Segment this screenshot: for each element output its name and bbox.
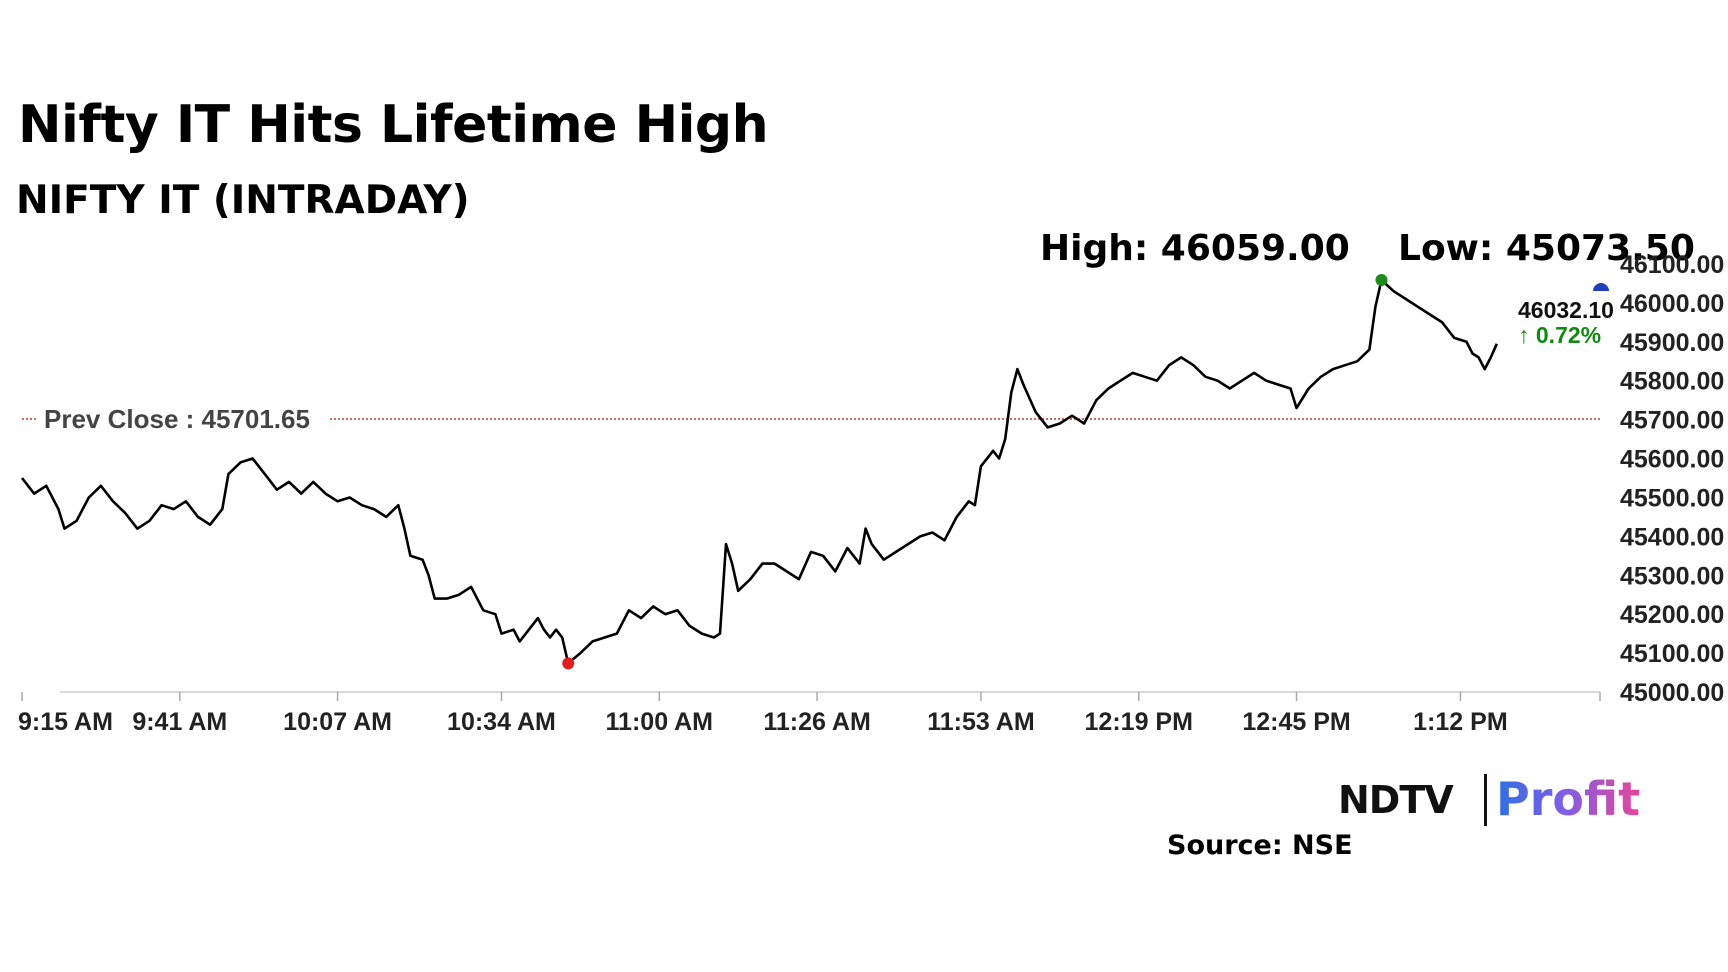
x-tick-label: 1:12 PM (1413, 708, 1507, 736)
prev-close-label: Prev Close : 45701.65 (44, 404, 310, 434)
y-tick-label: 45400.00 (1620, 523, 1724, 551)
last-price-label: 46032.10 (1518, 297, 1614, 323)
x-tick-label: 10:34 AM (447, 708, 556, 736)
x-tick-label: 12:45 PM (1242, 708, 1350, 736)
chart-subtitle: NIFTY IT (INTRADAY) (16, 178, 470, 223)
x-tick-label: 11:53 AM (927, 708, 1034, 736)
x-tick-label: 12:19 PM (1085, 708, 1193, 736)
y-tick-label: 45300.00 (1620, 562, 1724, 590)
x-axis: 9:15 AM 9:41 AM 10:07 AM 10:34 AM 11:00 AM 11… (18, 691, 1601, 736)
x-tick-label: 11:26 AM (763, 708, 870, 736)
change-label: ↑ 0.72% (1518, 322, 1601, 348)
y-axis: 45000.00 45100.00 45200.00 45300.00 45400.00… (1620, 251, 1724, 707)
x-tick-label: 10:07 AM (283, 708, 392, 736)
last-price-marker (1593, 283, 1609, 291)
markers: 46032.10↑ 0.72% (562, 273, 1614, 670)
price-line (20, 278, 1498, 665)
y-tick-label: 45600.00 (1620, 446, 1724, 474)
x-tick-label: 9:15 AM (18, 708, 113, 736)
low-marker (562, 657, 575, 670)
price-series (20, 278, 1498, 665)
x-tick-label: 9:41 AM (132, 708, 227, 736)
source-label: Source: NSE (1167, 830, 1353, 861)
page-title: Nifty IT Hits Lifetime High (18, 95, 769, 155)
x-tick-label: 11:00 AM (606, 708, 713, 736)
y-tick-label: 46100.00 (1620, 251, 1724, 279)
y-tick-label: 45200.00 (1620, 601, 1724, 629)
high-label: High: 46059.00 (1040, 228, 1350, 269)
y-tick-label: 45500.00 (1620, 484, 1724, 512)
y-tick-label: 45700.00 (1620, 407, 1724, 435)
y-tick-label: 46000.00 (1620, 290, 1724, 318)
y-tick-label: 45000.00 (1620, 679, 1724, 707)
logo-ndtv-text: NDTV (1338, 778, 1454, 822)
y-tick-label: 45900.00 (1620, 329, 1724, 357)
logo-divider (1484, 774, 1487, 826)
y-tick-label: 45100.00 (1620, 640, 1724, 668)
logo-profit-text: Profit (1496, 772, 1641, 826)
high-marker (1375, 273, 1388, 286)
prev-close-line: Prev Close : 45701.65 (22, 404, 1600, 434)
low-label: Low: 45073.50 (1398, 228, 1695, 269)
y-tick-label: 45800.00 (1620, 368, 1724, 396)
